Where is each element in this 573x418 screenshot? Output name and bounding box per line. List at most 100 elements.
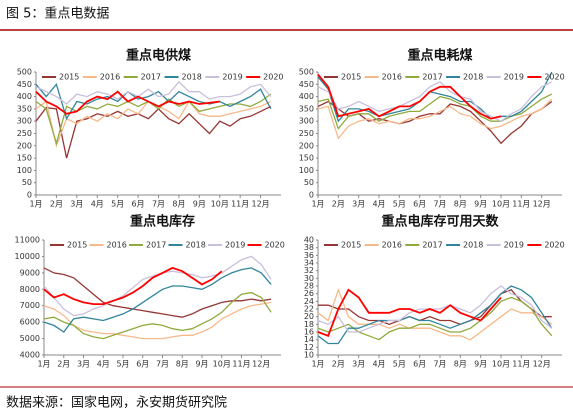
y-tick-label: 450 (17, 80, 32, 89)
legend-label: 2018 (182, 73, 202, 82)
chart-title: 重点电供煤 (126, 48, 191, 64)
x-tick-label: 3月 (352, 360, 365, 369)
x-tick-label: 10月 (492, 200, 510, 209)
legend-label: 2018 (186, 241, 206, 250)
x-tick-label: 11月 (231, 200, 249, 209)
x-tick-label: 10月 (213, 360, 231, 369)
x-tick-label: 5月 (111, 200, 124, 209)
legend-label: 2015 (59, 73, 79, 82)
y-tick-label: 9000 (20, 268, 40, 277)
y-tick-label: 28 (304, 282, 314, 291)
x-tick-label: 1月 (37, 360, 50, 369)
legend-label: 2020 (263, 73, 283, 82)
x-tick-label: 3月 (77, 360, 90, 369)
series-line (43, 266, 223, 305)
x-tick-label: 6月 (132, 200, 145, 209)
page-title: 图 5：重点电数据 (6, 6, 109, 22)
x-tick-label: 12月 (251, 200, 269, 209)
x-tick-label: 3月 (70, 200, 83, 209)
y-tick-label: 250 (17, 129, 32, 138)
x-tick-label: 7月 (433, 200, 446, 209)
legend-label: 2019 (225, 241, 245, 250)
x-tick-label: 1月 (311, 360, 324, 369)
x-tick-label: 8月 (454, 200, 467, 209)
y-tick-label: 500 (17, 68, 32, 77)
series-line (317, 100, 553, 145)
y-tick-label: 0 (27, 191, 32, 200)
y-tick-label: 0 (309, 191, 314, 200)
y-tick-label: 32 (304, 266, 314, 275)
x-tick-label: 6月 (413, 360, 426, 369)
x-tick-label: 8月 (172, 200, 185, 209)
y-tick-label: 11000 (15, 236, 40, 245)
series-line (317, 285, 553, 333)
x-tick-label: 9月 (195, 360, 208, 369)
y-tick-label: 200 (299, 141, 314, 150)
legend-label: 2019 (504, 241, 524, 250)
legend-label: 2016 (100, 73, 120, 82)
y-tick-label: 20 (304, 312, 314, 321)
y-tick-label: 40 (304, 236, 314, 245)
legend-label: 2015 (341, 73, 361, 82)
source-note: 数据来源：国家电网，永安期货研究院 (6, 395, 227, 411)
legend-label: 2020 (265, 241, 285, 250)
y-tick-label: 350 (17, 104, 32, 113)
series-line (35, 82, 272, 121)
series-line (317, 288, 502, 337)
y-tick-label: 22 (304, 305, 314, 314)
series-line (317, 296, 553, 341)
y-tick-label: 12 (304, 343, 314, 352)
series-line (35, 105, 272, 159)
y-tick-label: 200 (17, 141, 32, 150)
x-tick-label: 9月 (193, 200, 206, 209)
y-tick-label: 350 (299, 104, 314, 113)
x-tick-label: 4月 (91, 200, 104, 209)
x-tick-label: 11月 (512, 200, 530, 209)
legend-label: 2015 (67, 241, 87, 250)
legend-label: 2019 (504, 73, 524, 82)
series-line (317, 81, 553, 122)
x-tick-label: 2月 (332, 360, 345, 369)
y-tick-label: 36 (304, 251, 314, 260)
x-tick-label: 5月 (393, 200, 406, 209)
y-tick-label: 7000 (20, 301, 40, 310)
x-tick-label: 10月 (492, 360, 510, 369)
series-line (317, 287, 553, 341)
x-tick-label: 5月 (116, 360, 129, 369)
x-tick-label: 12月 (252, 360, 270, 369)
y-tick-label: 50 (22, 178, 32, 187)
legend-label: 2016 (382, 73, 402, 82)
x-tick-label: 12月 (533, 360, 551, 369)
series-line (317, 71, 553, 123)
y-tick-label: 24 (304, 297, 314, 306)
chart-title: 重点电库存可用天数 (381, 214, 499, 230)
x-tick-label: 9月 (474, 360, 487, 369)
series-line (43, 255, 272, 317)
y-tick-label: 5000 (20, 334, 40, 343)
y-tick-label: 10 (304, 351, 314, 360)
y-tick-label: 100 (17, 166, 32, 175)
x-tick-label: 4月 (372, 360, 385, 369)
x-tick-label: 1月 (29, 200, 42, 209)
x-tick-label: 6月 (136, 360, 149, 369)
legend-label: 2017 (422, 241, 442, 250)
series-line (43, 301, 272, 340)
y-tick-label: 30 (304, 274, 314, 283)
legend-label: 2015 (341, 241, 361, 250)
series-line (317, 73, 502, 120)
y-tick-label: 300 (17, 117, 32, 126)
x-tick-label: 3月 (352, 200, 365, 209)
legend-label: 2020 (544, 241, 564, 250)
y-tick-label: 8000 (20, 285, 40, 294)
y-tick-label: 400 (299, 92, 314, 101)
y-tick-label: 50 (304, 178, 314, 187)
series-line (35, 90, 220, 115)
x-tick-label: 4月 (372, 200, 385, 209)
y-tick-label: 150 (17, 154, 32, 163)
legend-label: 2016 (382, 241, 402, 250)
y-tick-label: 34 (304, 259, 314, 268)
x-tick-label: 6月 (413, 200, 426, 209)
y-tick-label: 18 (304, 320, 314, 329)
series-line (317, 285, 553, 345)
